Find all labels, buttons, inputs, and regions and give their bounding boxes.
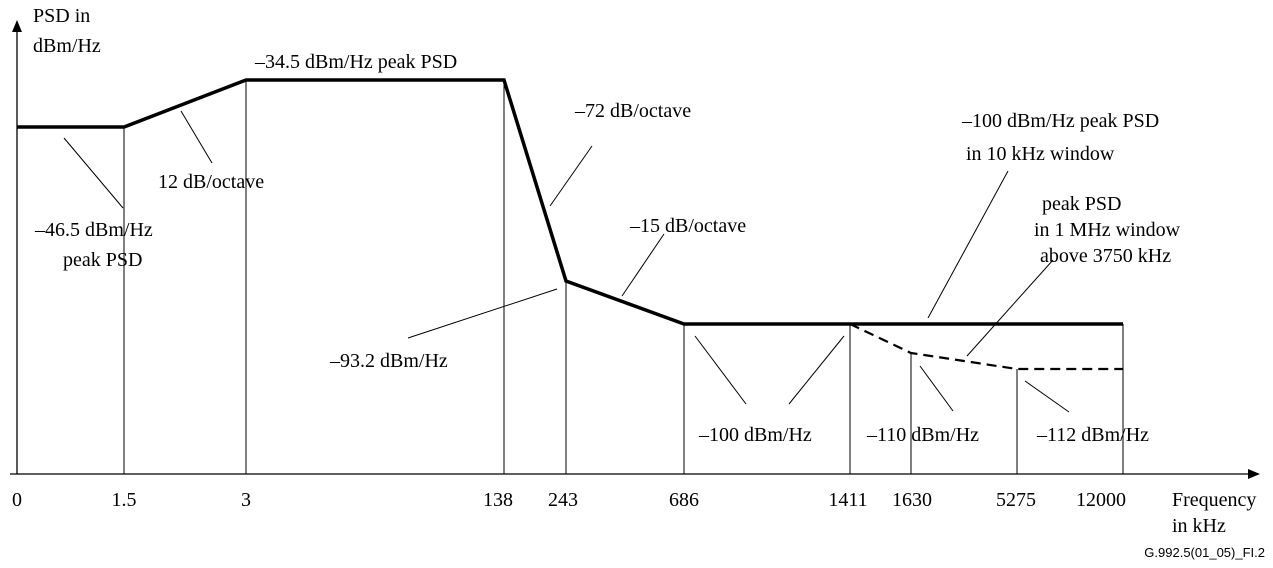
tick-label: 5275 [996, 489, 1036, 511]
tick-label: 686 [669, 489, 699, 511]
leader-slope-72 [549, 145, 593, 207]
leader-slope-12 [180, 110, 213, 164]
leader-level-100-left [694, 335, 747, 405]
leader-level-93-2 [407, 288, 558, 339]
leader-level-110 [919, 365, 954, 412]
annotation-floor-46-5-line-2: peak PSD [63, 249, 142, 271]
annotation-peak-1mhz-line-2: in 1 MHz window [1034, 219, 1181, 241]
psd-mask-line [17, 78, 1123, 326]
annotation-level-110: –110 dBm/Hz [866, 424, 979, 446]
tick-label: 1.5 [112, 489, 137, 511]
x-axis-label-line-2: in kHz [1172, 515, 1226, 537]
x-axis-label-line-1: Frequency [1172, 489, 1256, 511]
annotation-peak-1mhz-line-1: peak PSD [1042, 193, 1121, 215]
y-axis-label-line-1: PSD in [33, 5, 90, 27]
figure-id: G.992.5(01_05)_FI.2 [1144, 545, 1265, 560]
leader-lines [63, 110, 1070, 413]
annotation-slope-72: –72 dB/octave [574, 100, 691, 122]
annotation-floor-46-5-line-1: –46.5 dBm/Hz [34, 219, 153, 241]
tick-label: 0 [12, 489, 22, 511]
leader-slope-15 [621, 233, 665, 297]
tick-labels: 0 1.5 3 138 243 686 1411 1630 5275 12000 [12, 489, 1126, 511]
annotation-slope-15: –15 dB/octave [629, 215, 746, 237]
annotation-slope-12: 12 dB/octave [158, 171, 264, 193]
annotation-peak-34-5: –34.5 dBm/Hz peak PSD [254, 51, 457, 73]
tick-label: 3 [241, 489, 251, 511]
annotation-level-112: –112 dBm/Hz [1036, 424, 1149, 446]
leader-level-112 [1024, 380, 1070, 413]
annotation-peak-100-line-1: –100 dBm/Hz peak PSD [961, 110, 1159, 132]
leader-peak-1mhz [966, 259, 1054, 357]
annotation-level-100: –100 dBm/Hz [698, 424, 812, 446]
y-axis-label-line-2: dBm/Hz [33, 35, 101, 57]
leader-peak-100 [927, 170, 1009, 319]
tick-label: 1630 [892, 489, 932, 511]
tick-label: 243 [548, 489, 578, 511]
tick-label: 138 [483, 489, 513, 511]
leader-floor-46-5 [63, 137, 124, 209]
annotation-peak-100-line-2: in 10 kHz window [966, 143, 1115, 165]
annotation-level-93-2: –93.2 dBm/Hz [329, 350, 448, 372]
frequency-guides [123, 80, 1124, 474]
tick-label: 1411 [828, 489, 867, 511]
psd-mask-dashed-line [849, 323, 1123, 371]
annotation-peak-1mhz-line-3: above 3750 kHz [1040, 245, 1171, 267]
leader-level-100-right [788, 335, 845, 405]
tick-label: 12000 [1076, 489, 1126, 511]
